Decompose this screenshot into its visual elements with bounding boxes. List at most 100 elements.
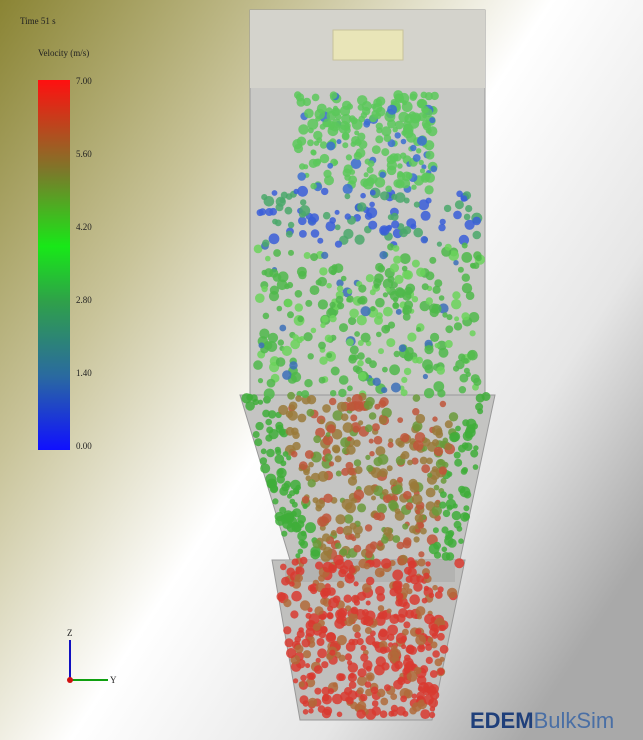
particle (348, 317, 356, 325)
particle (375, 135, 383, 143)
particle (378, 265, 386, 273)
particle (369, 360, 377, 368)
particle (293, 678, 298, 683)
particle (348, 477, 357, 486)
particle (383, 527, 392, 536)
particle (426, 198, 432, 204)
particle (420, 709, 430, 719)
particle (374, 665, 385, 676)
particle (463, 505, 469, 511)
particle (379, 225, 389, 235)
particle (429, 544, 440, 555)
particle (365, 627, 372, 634)
particle (447, 505, 453, 511)
particle (347, 660, 352, 665)
particle (412, 694, 417, 699)
particle (313, 159, 321, 167)
particle (369, 202, 375, 208)
particle (250, 394, 258, 402)
particle (315, 109, 326, 120)
particle (305, 450, 314, 459)
particle (335, 241, 342, 248)
particle (302, 639, 311, 648)
particle (259, 342, 265, 348)
particle (314, 665, 323, 674)
particle (314, 606, 323, 615)
particle (297, 98, 306, 107)
particle (269, 269, 278, 278)
particle (328, 688, 334, 694)
particle (363, 121, 370, 128)
particle (462, 243, 468, 249)
particle (369, 412, 377, 420)
particle (416, 606, 426, 616)
particle (295, 395, 302, 402)
particle (347, 385, 353, 391)
particle (282, 370, 292, 380)
particle (272, 219, 278, 225)
particle (372, 110, 380, 118)
particle (328, 121, 335, 128)
particle (276, 203, 284, 211)
particle (289, 402, 298, 411)
particle (425, 185, 434, 194)
particle (355, 235, 365, 245)
particle (283, 599, 291, 607)
particle (307, 139, 314, 146)
particle (311, 328, 317, 334)
particle (308, 462, 314, 468)
particle (377, 612, 384, 619)
particle (394, 351, 400, 357)
particle (337, 402, 347, 412)
particle (464, 442, 473, 451)
particle (424, 388, 434, 398)
particle (307, 409, 315, 417)
particle (423, 573, 429, 579)
particle (358, 404, 364, 410)
particle (415, 635, 426, 646)
particle (473, 231, 482, 240)
particle (279, 325, 286, 332)
particle (404, 352, 413, 361)
particle (366, 601, 371, 606)
particle (305, 663, 310, 668)
particle (277, 280, 288, 291)
particle (298, 414, 307, 423)
particle (380, 698, 388, 706)
particle (357, 503, 366, 512)
particle (416, 268, 425, 277)
particle (305, 300, 312, 307)
particle (371, 104, 376, 109)
particle (425, 173, 435, 183)
particle (354, 459, 361, 466)
particle (393, 153, 401, 161)
particle (295, 303, 303, 311)
particle (321, 252, 328, 259)
particle (301, 390, 309, 398)
particle (364, 563, 371, 570)
particle (288, 250, 294, 256)
particle (292, 508, 301, 517)
particle (425, 151, 434, 160)
particle (303, 700, 309, 706)
particle (299, 163, 305, 169)
particle (436, 366, 445, 375)
particle (374, 316, 383, 325)
particle (273, 249, 281, 257)
particle (424, 695, 434, 705)
particle (416, 357, 423, 364)
particle (379, 468, 388, 477)
particle (294, 144, 303, 153)
particle (374, 436, 383, 445)
particle (300, 600, 310, 610)
particle (459, 386, 466, 393)
particle (396, 309, 402, 315)
particle (347, 289, 352, 294)
particle (283, 451, 289, 457)
particle (409, 594, 420, 605)
particle (414, 536, 420, 542)
particle (342, 142, 348, 148)
particle (349, 613, 358, 622)
particle (319, 631, 326, 638)
particle (422, 598, 428, 604)
